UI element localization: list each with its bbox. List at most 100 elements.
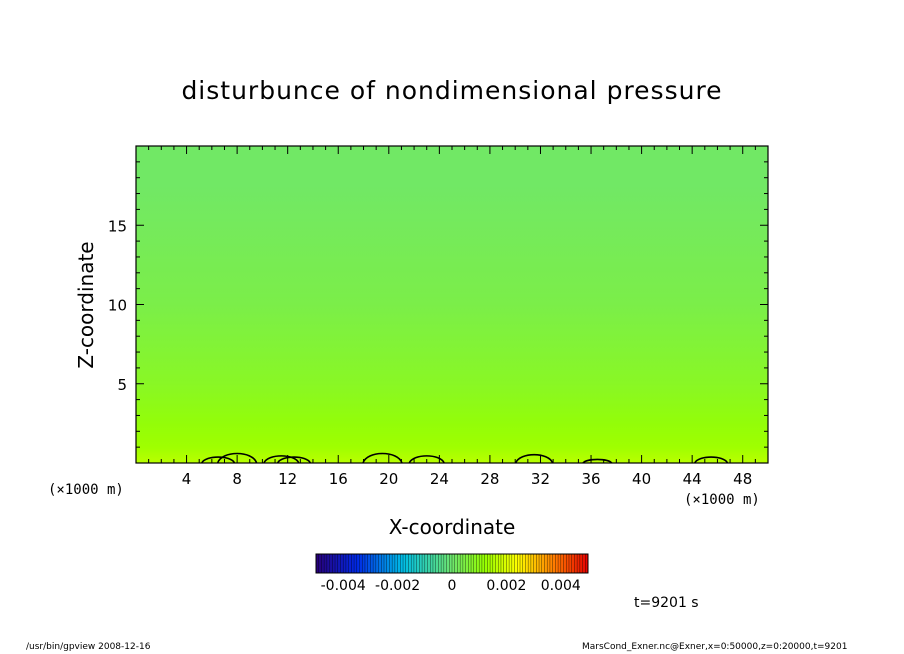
x-tick-label: 32: [531, 470, 550, 488]
colorbar-cell: [492, 554, 496, 573]
colorbar-cell: [438, 554, 442, 573]
colorbar-cell: [413, 554, 417, 573]
contour-line: [514, 453, 554, 464]
colorbar-cell: [430, 554, 434, 573]
colorbar-cell: [408, 554, 412, 573]
colorbar-cell: [351, 554, 355, 573]
colorbar-cell: [332, 554, 336, 573]
colorbar-cell: [509, 554, 513, 573]
colorbar-tick-label: 0.002: [486, 578, 526, 594]
colorbar-cell: [424, 554, 428, 573]
colorbar-cell: [432, 554, 436, 573]
colorbar-cell: [348, 554, 352, 573]
colorbar-cell: [530, 554, 534, 573]
colorbar-cell: [462, 554, 466, 573]
contour-line: [362, 452, 403, 464]
colorbar-cell: [514, 554, 518, 573]
contour-line: [276, 456, 312, 464]
colorbar-cell: [487, 554, 491, 573]
colorbar-cell: [329, 554, 333, 573]
colorbar-cell: [571, 554, 575, 573]
colorbar-cell: [449, 554, 453, 573]
colorbar-cell: [544, 554, 548, 573]
y-tick-label: 10: [108, 297, 127, 315]
colorbar-cell: [568, 554, 572, 573]
colorbar-cell: [577, 554, 581, 573]
colorbar-cell: [446, 554, 450, 573]
colorbar-cell: [552, 554, 556, 573]
colorbar-cell: [375, 554, 379, 573]
colorbar-tick-label: -0.002: [375, 578, 420, 594]
colorbar-cell: [558, 554, 562, 573]
x-axis-unit-right: (×1000 m): [684, 492, 760, 508]
colorbar-cell: [367, 554, 371, 573]
colorbar-cell: [419, 554, 423, 573]
colorbar-tick-label: 0: [448, 578, 457, 594]
x-tick-label: 48: [733, 470, 752, 488]
colorbar-cell: [476, 554, 480, 573]
x-tick-label: 12: [278, 470, 297, 488]
colorbar-cell: [517, 554, 521, 573]
contour-line: [216, 452, 258, 464]
y-tick-label: 5: [117, 376, 127, 394]
contour-line: [582, 458, 613, 464]
colorbar: -0.004 -0.002 0 0.002 0.004: [315, 553, 589, 594]
colorbar-cell: [585, 554, 589, 573]
colorbar-cell: [506, 554, 510, 573]
colorbar-cell: [340, 554, 344, 573]
colorbar-cell: [525, 554, 529, 573]
colorbar-cell: [435, 554, 439, 573]
colorbar-cell: [560, 554, 564, 573]
colorbar-cell: [386, 554, 390, 573]
colorbar-cell: [522, 554, 526, 573]
colorbar-cell: [582, 554, 586, 573]
colorbar-cell: [579, 554, 583, 573]
colorbar-cell: [411, 554, 415, 573]
footer-right: MarsCond_Exner.nc@Exner,x=0:50000,z=0:20…: [582, 642, 848, 652]
colorbar-cell: [389, 554, 393, 573]
colorbar-cell: [468, 554, 472, 573]
heatmap-field: [136, 146, 768, 463]
colorbar-cell: [549, 554, 553, 573]
colorbar-cell: [359, 554, 363, 573]
colorbar-cell: [520, 554, 524, 573]
x-tick-label: 16: [329, 470, 348, 488]
colorbar-frame: [315, 553, 589, 574]
time-label: t=9201 s: [634, 595, 699, 611]
colorbar-cell: [381, 554, 385, 573]
colorbar-cell: [490, 554, 494, 573]
colorbar-cell: [533, 554, 537, 573]
colorbar-cell: [343, 554, 347, 573]
colorbar-cell: [471, 554, 475, 573]
colorbar-cell: [324, 554, 328, 573]
colorbar-cell: [373, 554, 377, 573]
x-tick-label: 20: [379, 470, 398, 488]
colorbar-cell: [503, 554, 507, 573]
chart-title: disturbunce of nondimensional pressure: [181, 76, 723, 105]
colorbar-cell: [479, 554, 483, 573]
colorbar-cell: [473, 554, 477, 573]
colorbar-cell: [337, 554, 341, 573]
x-tick-label: 24: [430, 470, 449, 488]
colorbar-cell: [335, 554, 339, 573]
y-axis-label: Z-coordinate: [74, 241, 98, 369]
colorbar-cell: [392, 554, 396, 573]
colorbar-cell: [427, 554, 431, 573]
colorbar-cell: [345, 554, 349, 573]
colorbar-cell: [384, 554, 388, 573]
colorbar-cell: [362, 554, 366, 573]
colorbar-cell: [528, 554, 532, 573]
colorbar-cell: [443, 554, 447, 573]
colorbar-cell: [574, 554, 578, 573]
colorbar-cell: [378, 554, 382, 573]
colorbar-cell: [394, 554, 398, 573]
colorbar-tick-label: 0.004: [541, 578, 581, 594]
colorbar-tick-label: -0.004: [321, 578, 366, 594]
colorbar-cell: [316, 554, 320, 573]
colorbar-cell: [541, 554, 545, 573]
colorbar-cell: [566, 554, 570, 573]
colorbar-cell: [321, 554, 325, 573]
x-axis-unit-left: (×1000 m): [48, 482, 124, 498]
